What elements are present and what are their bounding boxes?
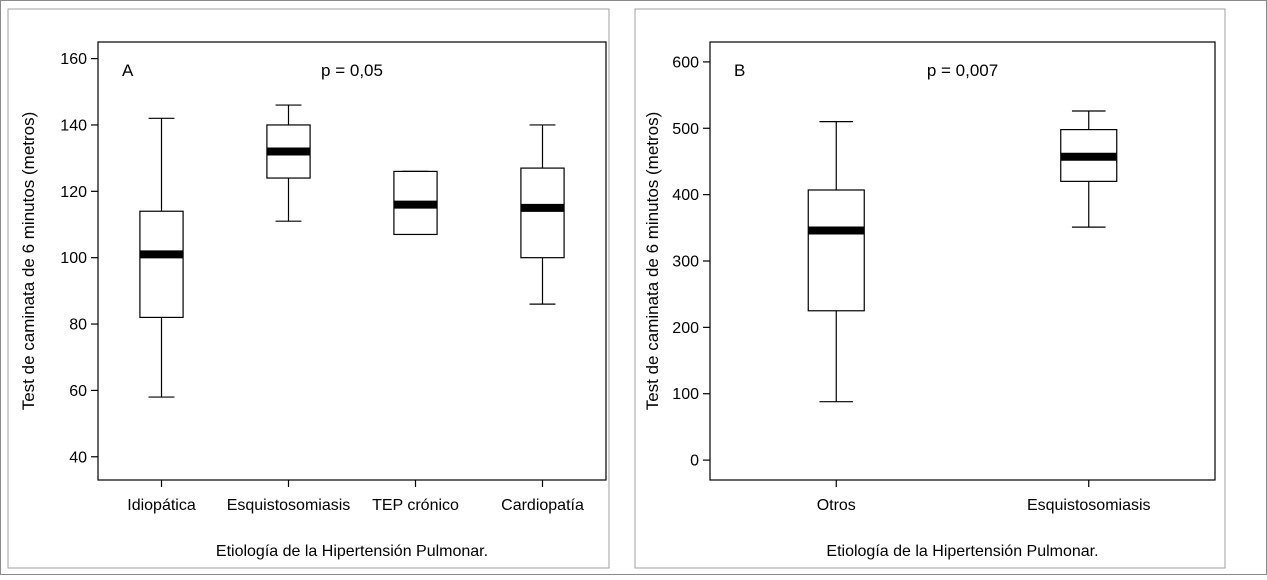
y-tick-label-0-0: 40 xyxy=(69,449,87,466)
x-tick-label-0-2: TEP crónico xyxy=(372,497,459,514)
y-axis-label-0: Test de caminata de 6 minutos (metros) xyxy=(19,112,38,411)
x-axis-label-1: Etiología de la Hipertensión Pulmonar. xyxy=(826,543,1098,560)
y-tick-label-1-2: 200 xyxy=(672,320,699,337)
plot-area-0 xyxy=(97,41,607,481)
y-axis-label-1: Test de caminata de 6 minutos (metros) xyxy=(643,112,662,411)
panel-frame-0 xyxy=(7,8,610,569)
x-tick-label-0-3: Cardiopatía xyxy=(501,497,584,514)
y-tick-label-1-5: 500 xyxy=(672,121,699,138)
y-tick-label-0-1: 60 xyxy=(69,383,87,400)
y-tick-label-1-0: 0 xyxy=(690,453,699,470)
x-tick-label-1-0: Otros xyxy=(817,497,856,514)
y-tick-label-1-4: 400 xyxy=(672,187,699,204)
y-tick-label-1-6: 600 xyxy=(672,54,699,71)
panel-label-0: A xyxy=(122,61,134,80)
p-value-annotation-0: p = 0,05 xyxy=(321,61,383,80)
y-tick-label-0-2: 80 xyxy=(69,317,87,334)
x-axis-label-0: Etiología de la Hipertensión Pulmonar. xyxy=(216,543,488,560)
x-tick-label-1-1: Esquistosomiasis xyxy=(1027,497,1151,514)
box-1-0 xyxy=(807,189,865,312)
box-0-3 xyxy=(520,167,565,259)
x-tick-label-0-0: Idiopática xyxy=(127,497,196,514)
x-tick-label-0-1: Esquistosomiasis xyxy=(227,497,351,514)
y-tick-label-1-3: 300 xyxy=(672,254,699,271)
y-tick-label-0-4: 120 xyxy=(60,184,87,201)
y-tick-label-0-6: 160 xyxy=(60,51,87,68)
p-value-annotation-1: p = 0,007 xyxy=(927,61,998,80)
y-tick-label-0-5: 140 xyxy=(60,117,87,134)
panel-label-1: B xyxy=(734,61,745,80)
y-tick-label-0-3: 100 xyxy=(60,250,87,267)
y-tick-label-1-1: 100 xyxy=(672,386,699,403)
panel-frame-1 xyxy=(634,8,1226,569)
box-0-0 xyxy=(139,210,184,319)
